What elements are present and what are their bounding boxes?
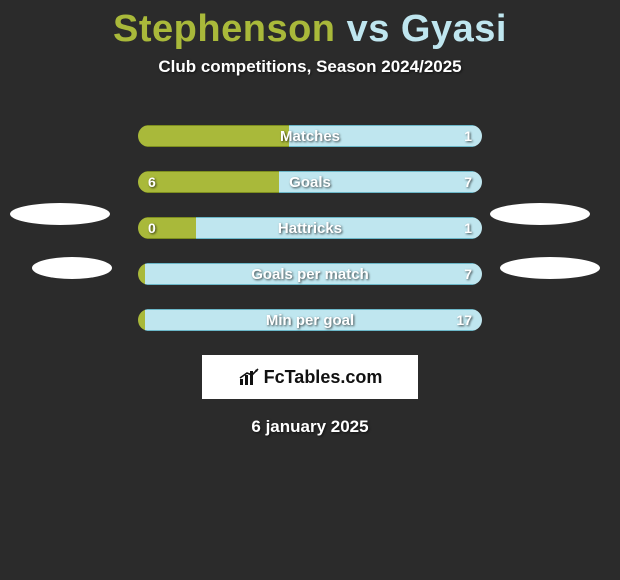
date-label: 6 january 2025	[0, 417, 620, 437]
bar-value-right: 7	[454, 263, 482, 285]
decorative-ellipse	[490, 203, 590, 225]
bar-row: Min per goal17	[138, 309, 482, 331]
decorative-ellipse	[32, 257, 112, 279]
bar-row: Hattricks0 1	[138, 217, 482, 239]
bar-label: Goals	[138, 171, 482, 193]
bar-value-right: 1	[454, 217, 482, 239]
bar-label: Min per goal	[138, 309, 482, 331]
page-title: Stephenson vs Gyasi	[0, 0, 620, 51]
comparison-bars: Matches1Goals67Hattricks01Goals per matc…	[138, 125, 482, 331]
bar-value-left	[138, 125, 158, 147]
title-right: Gyasi	[401, 8, 507, 50]
bar-label: Hattricks	[138, 217, 482, 239]
bar-value-left	[138, 263, 158, 285]
title-vs: vs	[336, 8, 401, 50]
brand-text: FcTables.com	[264, 367, 383, 388]
bar-value-right: 7	[454, 171, 482, 193]
subtitle: Club competitions, Season 2024/2025	[0, 57, 620, 77]
bar-label: Goals per match	[138, 263, 482, 285]
bar-row: Matches1	[138, 125, 482, 147]
bar-value-right: 1	[454, 125, 482, 147]
bar-value-left: 0	[138, 217, 166, 239]
bar-row: Goals per match7	[138, 263, 482, 285]
decorative-ellipse	[500, 257, 600, 279]
chart-icon	[238, 367, 260, 387]
bar-value-left	[138, 309, 158, 331]
title-left: Stephenson	[113, 8, 335, 50]
bar-row: Goals6 7	[138, 171, 482, 193]
bar-value-right: 17	[446, 309, 482, 331]
decorative-ellipse	[10, 203, 110, 225]
bar-value-left: 6	[138, 171, 166, 193]
brand-box: FcTables.com	[202, 355, 418, 399]
bar-label: Matches	[138, 125, 482, 147]
